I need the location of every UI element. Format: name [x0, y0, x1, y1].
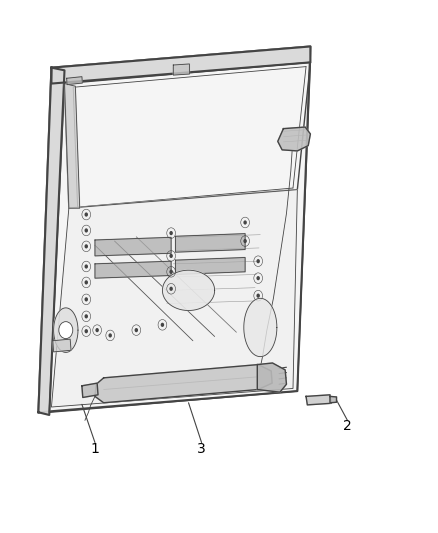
Polygon shape [53, 308, 78, 352]
Circle shape [256, 294, 260, 298]
Polygon shape [176, 257, 245, 274]
Polygon shape [306, 395, 331, 405]
Polygon shape [67, 77, 82, 85]
Circle shape [170, 287, 173, 291]
Polygon shape [95, 237, 171, 256]
Circle shape [85, 228, 88, 232]
Polygon shape [95, 261, 171, 278]
Circle shape [95, 328, 99, 332]
Circle shape [85, 244, 88, 248]
Circle shape [85, 314, 88, 318]
Text: 1: 1 [91, 442, 99, 456]
Circle shape [256, 276, 260, 280]
Text: 2: 2 [343, 418, 352, 433]
Polygon shape [51, 46, 311, 84]
Polygon shape [53, 339, 71, 352]
Circle shape [85, 280, 88, 285]
Circle shape [244, 220, 247, 224]
Polygon shape [173, 64, 189, 75]
Circle shape [85, 329, 88, 333]
Circle shape [109, 333, 112, 337]
Polygon shape [244, 298, 277, 357]
Polygon shape [330, 397, 336, 403]
Polygon shape [82, 383, 98, 398]
Polygon shape [278, 127, 311, 151]
Polygon shape [39, 46, 311, 413]
Circle shape [256, 259, 260, 263]
Polygon shape [51, 190, 297, 407]
Text: 3: 3 [197, 442, 206, 456]
Circle shape [170, 270, 173, 274]
Polygon shape [176, 233, 245, 252]
Polygon shape [162, 270, 215, 311]
Circle shape [85, 213, 88, 216]
Polygon shape [39, 68, 64, 415]
Circle shape [85, 297, 88, 302]
Circle shape [170, 254, 173, 258]
Polygon shape [64, 84, 80, 208]
Circle shape [59, 321, 73, 338]
Polygon shape [257, 363, 286, 392]
Circle shape [134, 328, 138, 332]
Circle shape [161, 322, 164, 327]
Circle shape [85, 264, 88, 269]
Polygon shape [95, 365, 272, 403]
Circle shape [170, 231, 173, 235]
Circle shape [244, 239, 247, 243]
